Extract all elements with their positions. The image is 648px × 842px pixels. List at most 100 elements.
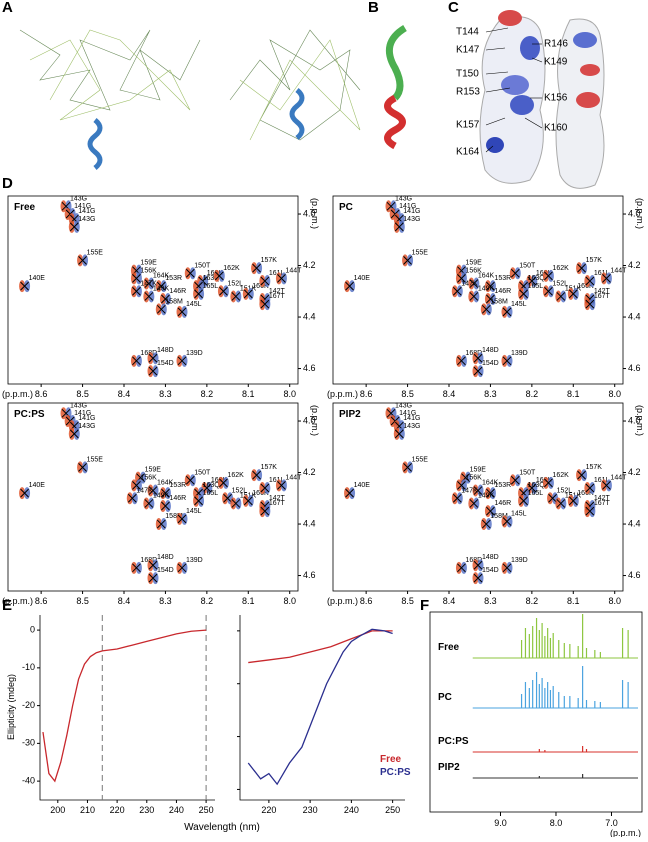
peak-contour-neg [230, 497, 237, 510]
peak [576, 262, 588, 275]
y-tick-label: -30 [22, 738, 35, 748]
peak-label: 158M [165, 298, 183, 305]
peak-label: 153R [169, 482, 186, 489]
peak [259, 505, 271, 518]
peak-contour-pos [349, 487, 356, 500]
peak-contour-neg [147, 484, 154, 497]
peak-contour-pos [477, 572, 484, 585]
peak-marker [345, 488, 354, 498]
peak-contour-pos [152, 365, 159, 378]
peak-label: 151K [240, 492, 257, 499]
peak [509, 267, 521, 280]
x-tick-label: 8.6 [35, 389, 48, 399]
peak-label: 162K [227, 472, 244, 479]
peak-label: 156K [465, 474, 482, 481]
peak-contour-pos [531, 481, 538, 494]
peak [176, 561, 188, 574]
peak-contour-pos [581, 262, 588, 275]
peak [147, 365, 159, 378]
peak-marker [585, 276, 595, 286]
x-tick-label: 8.6 [35, 596, 48, 606]
peak-contour-pos [135, 479, 142, 492]
peak-contour-pos [218, 269, 225, 282]
peak-label: 155E [412, 249, 429, 256]
peak-marker [577, 263, 586, 273]
peak-contour-pos [514, 474, 521, 487]
peak-label: 145L [511, 510, 527, 517]
peak-contour-neg [480, 518, 487, 531]
peak [126, 492, 138, 505]
peak-label: 159E [140, 260, 157, 267]
peak-label: 154D [482, 567, 499, 574]
peak-contour-neg [130, 285, 137, 298]
peak-label: 151K [240, 285, 257, 292]
peak [468, 290, 480, 303]
peak-contour-pos [198, 494, 205, 507]
peak-contour-neg [19, 487, 26, 500]
peak-contour-neg [130, 354, 137, 367]
peak-contour-pos [605, 272, 612, 285]
peak-contour-pos [148, 497, 155, 510]
peak-contour-neg [393, 427, 400, 440]
peak-contour-neg [484, 487, 491, 500]
peak-marker [132, 481, 141, 490]
peak-marker [394, 222, 404, 232]
peak-contour-pos [160, 280, 167, 293]
peak-label: 161L [269, 270, 285, 277]
peak-label: 162K [552, 265, 569, 272]
peak-contour-pos [247, 494, 254, 507]
panel-label: A [2, 0, 13, 16]
peak-label: 155E [87, 456, 104, 463]
peak [484, 505, 496, 518]
peak-contour-neg [472, 559, 479, 572]
peak [402, 254, 414, 267]
x-tick-label: 8.5 [76, 389, 89, 399]
peak-contour-neg [193, 287, 200, 300]
legend-entry: Free [380, 754, 402, 765]
peak-contour-neg [159, 487, 166, 500]
peak-marker [243, 496, 253, 506]
y-axis-label: (p.p.m.) [310, 198, 320, 229]
peak-contour-pos [398, 427, 405, 440]
x-tick-label: 220 [110, 805, 125, 815]
peak-marker [156, 281, 166, 291]
peak-contour-neg [176, 512, 183, 525]
peak-contour-pos [477, 352, 484, 365]
residue-label: K156 [544, 93, 568, 104]
peak-contour-neg [184, 267, 191, 280]
y-tick-label: 4.0 [303, 415, 316, 425]
peak-marker [473, 573, 483, 583]
peak-marker [144, 292, 154, 301]
x-tick-label: 8.1 [567, 596, 580, 606]
x-tick-label: 8.4 [443, 389, 456, 399]
peak-label: 154D [482, 360, 499, 367]
trace-label: PC [438, 692, 452, 703]
x-tick-label: 7.0 [605, 818, 618, 828]
peak-label: 150T [519, 262, 536, 269]
peak-label: 146R [494, 500, 511, 507]
peak [600, 479, 612, 492]
peak-label: 152L [552, 280, 568, 287]
peak-marker [473, 486, 483, 495]
peak-contour-pos [235, 290, 242, 303]
peak-marker [148, 486, 158, 495]
peak-contour-neg [176, 354, 183, 367]
peak-marker [544, 478, 553, 488]
peak-contour-neg [77, 254, 84, 267]
peak-label: 152L [227, 280, 243, 287]
peak-contour-pos [222, 476, 229, 489]
peak-contour-pos [465, 471, 472, 484]
x-tick-label: 8.6 [360, 596, 373, 606]
peak-marker [486, 281, 495, 291]
peak-label: 149K [153, 285, 170, 292]
peak [130, 354, 142, 367]
peak-contour-neg [455, 272, 462, 285]
peak-contour-pos [189, 474, 196, 487]
peak-marker [277, 274, 286, 283]
peak [230, 290, 242, 303]
peak-marker [156, 519, 166, 529]
peak-contour-pos [531, 274, 538, 287]
peak-contour-pos [264, 481, 271, 494]
peak-label: 167T [269, 500, 286, 507]
peak-marker [510, 268, 520, 278]
